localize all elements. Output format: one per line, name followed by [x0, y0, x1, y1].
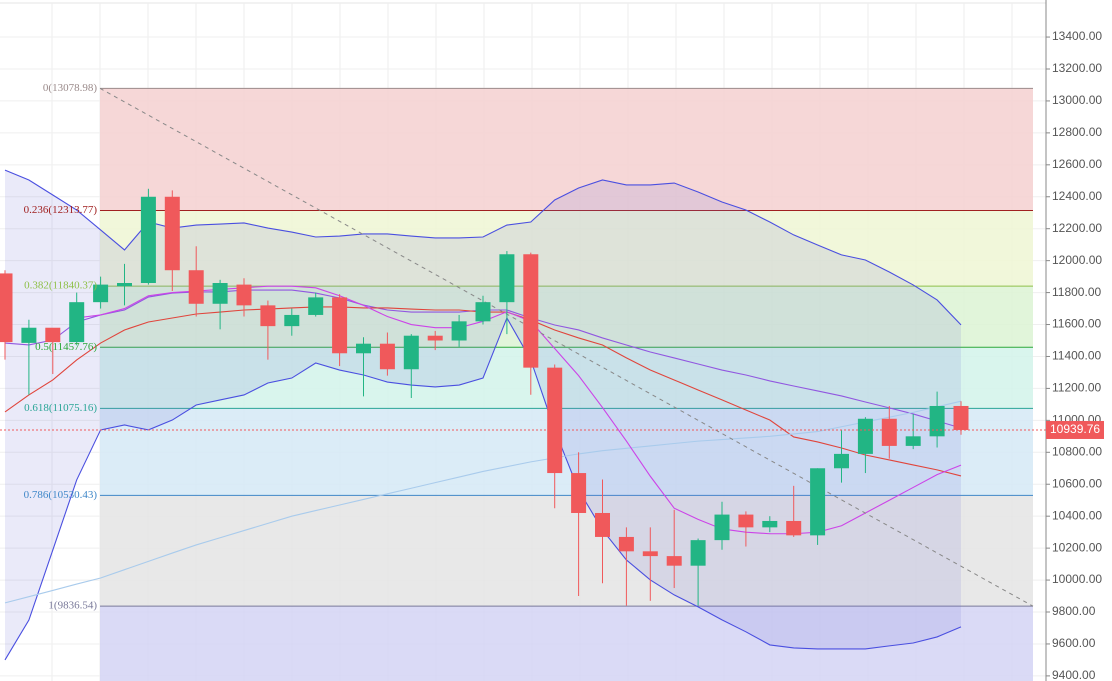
fib-zone — [100, 495, 1033, 607]
candle-body — [260, 305, 276, 327]
fib-label: 0.786(10530.43) — [24, 489, 98, 501]
candle-body — [284, 314, 300, 327]
candle-body — [595, 512, 610, 537]
fib-zone — [100, 210, 1033, 287]
y-tick-label: 10800.00 — [1052, 444, 1102, 458]
candle-body — [308, 297, 324, 315]
candle-body — [857, 418, 873, 454]
y-tick-label: 10200.00 — [1052, 540, 1102, 554]
candle-body — [762, 520, 778, 528]
candle-body — [93, 284, 109, 303]
y-tick-label: 10400.00 — [1052, 508, 1102, 522]
fib-label: 0(13078.98) — [43, 82, 97, 94]
last-price-label: 10939.76 — [1050, 422, 1100, 436]
candle-body — [571, 473, 587, 513]
y-tick-label: 12400.00 — [1052, 189, 1102, 203]
candle-body — [69, 302, 85, 343]
candle-body — [881, 418, 897, 446]
y-tick-label: 13400.00 — [1052, 29, 1102, 43]
candle-body — [929, 405, 945, 437]
candle-body — [379, 343, 395, 370]
candle-body — [786, 520, 802, 536]
fib-label: 0.382(11840.37) — [24, 280, 97, 292]
candle-body — [164, 196, 180, 271]
candle-body — [810, 468, 826, 536]
y-tick-label: 13200.00 — [1052, 61, 1102, 75]
y-tick-label: 12000.00 — [1052, 253, 1102, 267]
candle-body — [618, 536, 634, 552]
trend-line — [99, 87, 1034, 607]
candle-body — [21, 327, 37, 343]
y-tick-label: 10600.00 — [1052, 476, 1102, 490]
y-tick-label: 9400.00 — [1052, 668, 1096, 681]
candle-body — [332, 297, 348, 354]
candle-body — [547, 367, 563, 474]
y-tick-label: 10000.00 — [1052, 572, 1102, 586]
fib-zone — [100, 408, 1033, 496]
candle-body — [714, 514, 730, 541]
overlay-line — [4, 316, 962, 661]
candle-body — [117, 283, 132, 287]
fib-label: 0.5(11457.76) — [35, 341, 97, 353]
candle-body — [834, 453, 849, 469]
candle-body — [499, 254, 515, 303]
y-tick-label: 11800.00 — [1052, 285, 1101, 299]
last-price-box — [1046, 420, 1104, 439]
candle-body — [666, 556, 682, 566]
y-tick-label: 13000.00 — [1052, 93, 1102, 107]
y-tick-label: 12600.00 — [1052, 157, 1102, 171]
overlay-line — [4, 169, 962, 326]
y-tick-label: 9600.00 — [1052, 636, 1096, 650]
candle-body — [188, 270, 204, 304]
y-tick-label: 11200.00 — [1052, 381, 1101, 395]
fib-label: 0.236(12313.77) — [24, 204, 98, 216]
y-tick-label: 9800.00 — [1052, 604, 1096, 618]
y-tick-label: 11600.00 — [1052, 317, 1101, 331]
candle-body — [403, 335, 419, 370]
candle-body — [451, 321, 467, 341]
fib-zone — [100, 347, 1033, 409]
fib-zone — [100, 606, 1033, 681]
candle-body — [212, 283, 228, 304]
candle-body — [523, 254, 539, 368]
candle-body — [953, 405, 969, 430]
candle-body — [356, 343, 371, 354]
candle-body — [738, 514, 754, 528]
candle-body — [140, 196, 156, 284]
candle-body — [45, 327, 61, 343]
y-tick-label: 12800.00 — [1052, 125, 1102, 139]
overlay-line — [4, 400, 962, 604]
y-tick-label: 12200.00 — [1052, 221, 1102, 235]
plot: 0(13078.98) 0.236(12313.77) 0.382(11840.37… — [0, 36, 1046, 681]
candle-body — [642, 551, 658, 557]
candle-body — [427, 335, 443, 341]
fib-zone — [100, 286, 1033, 348]
candle-body — [905, 436, 921, 446]
candle-body — [475, 302, 491, 322]
fib-label: 0.618(11075.16) — [24, 402, 97, 414]
fib-zone — [100, 88, 1033, 211]
candle-body — [690, 540, 706, 566]
fib-label: 1(9836.54) — [48, 600, 97, 612]
y-tick-label: 11400.00 — [1052, 349, 1101, 363]
candle-body — [0, 273, 13, 343]
candle-body — [236, 284, 252, 306]
